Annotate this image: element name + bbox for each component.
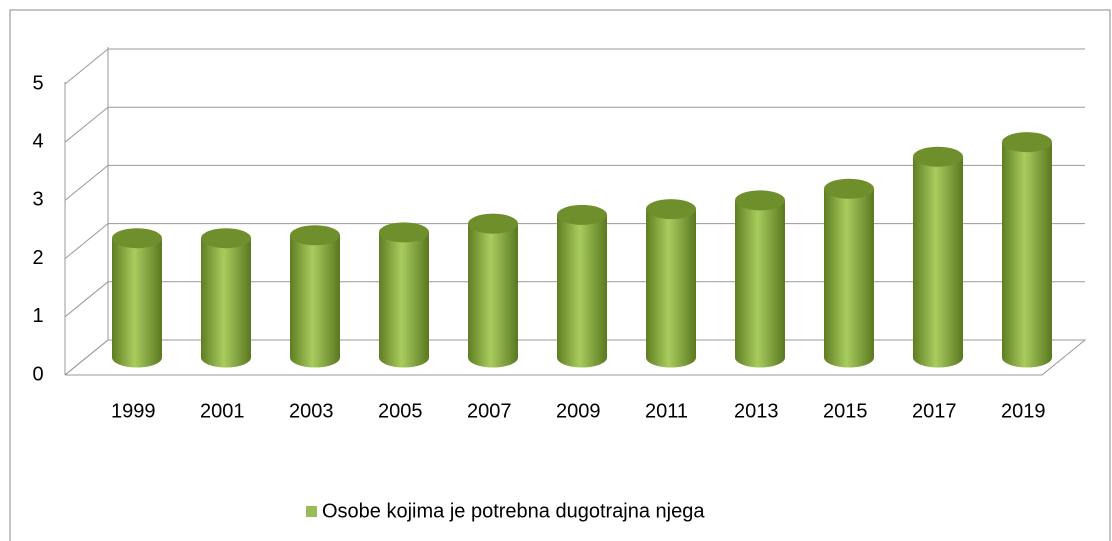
bar-body — [913, 156, 963, 368]
x-tick-label: 2015 — [823, 400, 868, 422]
bar-body — [290, 235, 340, 368]
y-tick-label: 0 — [32, 363, 43, 385]
grid-line — [64, 164, 1085, 201]
bar-top — [824, 178, 874, 199]
x-tick-label: 2017 — [912, 400, 957, 422]
bar — [557, 204, 607, 368]
legend-swatch — [306, 506, 317, 517]
x-tick-label: 1999 — [111, 400, 156, 422]
bar-top — [290, 225, 340, 246]
bar-top — [201, 228, 251, 249]
bar-body — [112, 238, 162, 368]
bar-body — [557, 214, 607, 368]
bar — [467, 213, 518, 368]
bar — [201, 228, 251, 368]
bar-top — [1002, 132, 1052, 153]
bar-top — [735, 190, 785, 211]
bar — [112, 228, 162, 368]
x-tick-label: 2003 — [289, 400, 334, 422]
x-tick-label: 2007 — [467, 400, 512, 422]
bar — [913, 146, 963, 368]
y-tick-label: 4 — [32, 130, 43, 152]
x-tick-label: 2019 — [1001, 400, 1046, 422]
bar — [379, 222, 429, 368]
bar — [824, 178, 874, 368]
legend-label: Osobe kojima je potrebna dugotrajna njeg… — [322, 500, 705, 522]
x-tick-label: 2009 — [556, 400, 601, 422]
bar-top — [379, 222, 429, 243]
chart-frame — [9, 9, 1111, 541]
bar-top — [646, 199, 696, 220]
y-tick-label: 1 — [32, 305, 43, 327]
x-tick-label: 2005 — [378, 400, 423, 422]
bar-body — [201, 238, 251, 368]
bar-top — [112, 228, 162, 249]
bar-body — [379, 232, 429, 368]
bar-top — [557, 204, 607, 225]
bar-body — [646, 209, 696, 368]
bar — [1002, 132, 1052, 368]
bar-body — [824, 188, 874, 368]
bar-body — [735, 200, 785, 368]
bar-body — [1002, 142, 1052, 368]
bar — [646, 199, 696, 368]
grid-line — [64, 48, 1085, 85]
bar-top — [468, 213, 518, 234]
bar-top — [913, 146, 963, 167]
y-tick-label: 2 — [32, 247, 43, 269]
x-tick-label: 2013 — [734, 400, 779, 422]
y-tick-label: 5 — [32, 72, 43, 94]
bar-body — [467, 223, 518, 368]
x-tick-label: 2011 — [645, 400, 688, 422]
bar — [290, 225, 340, 368]
bar — [735, 190, 785, 368]
grid-line — [64, 106, 1085, 143]
y-tick-label: 3 — [32, 189, 43, 211]
plot: 0 1 2 3 4 5 1999 2001 2003 2005 2007 2009 2011 2013 20… — [32, 48, 1085, 422]
x-tick-label: 2001 — [200, 400, 245, 422]
